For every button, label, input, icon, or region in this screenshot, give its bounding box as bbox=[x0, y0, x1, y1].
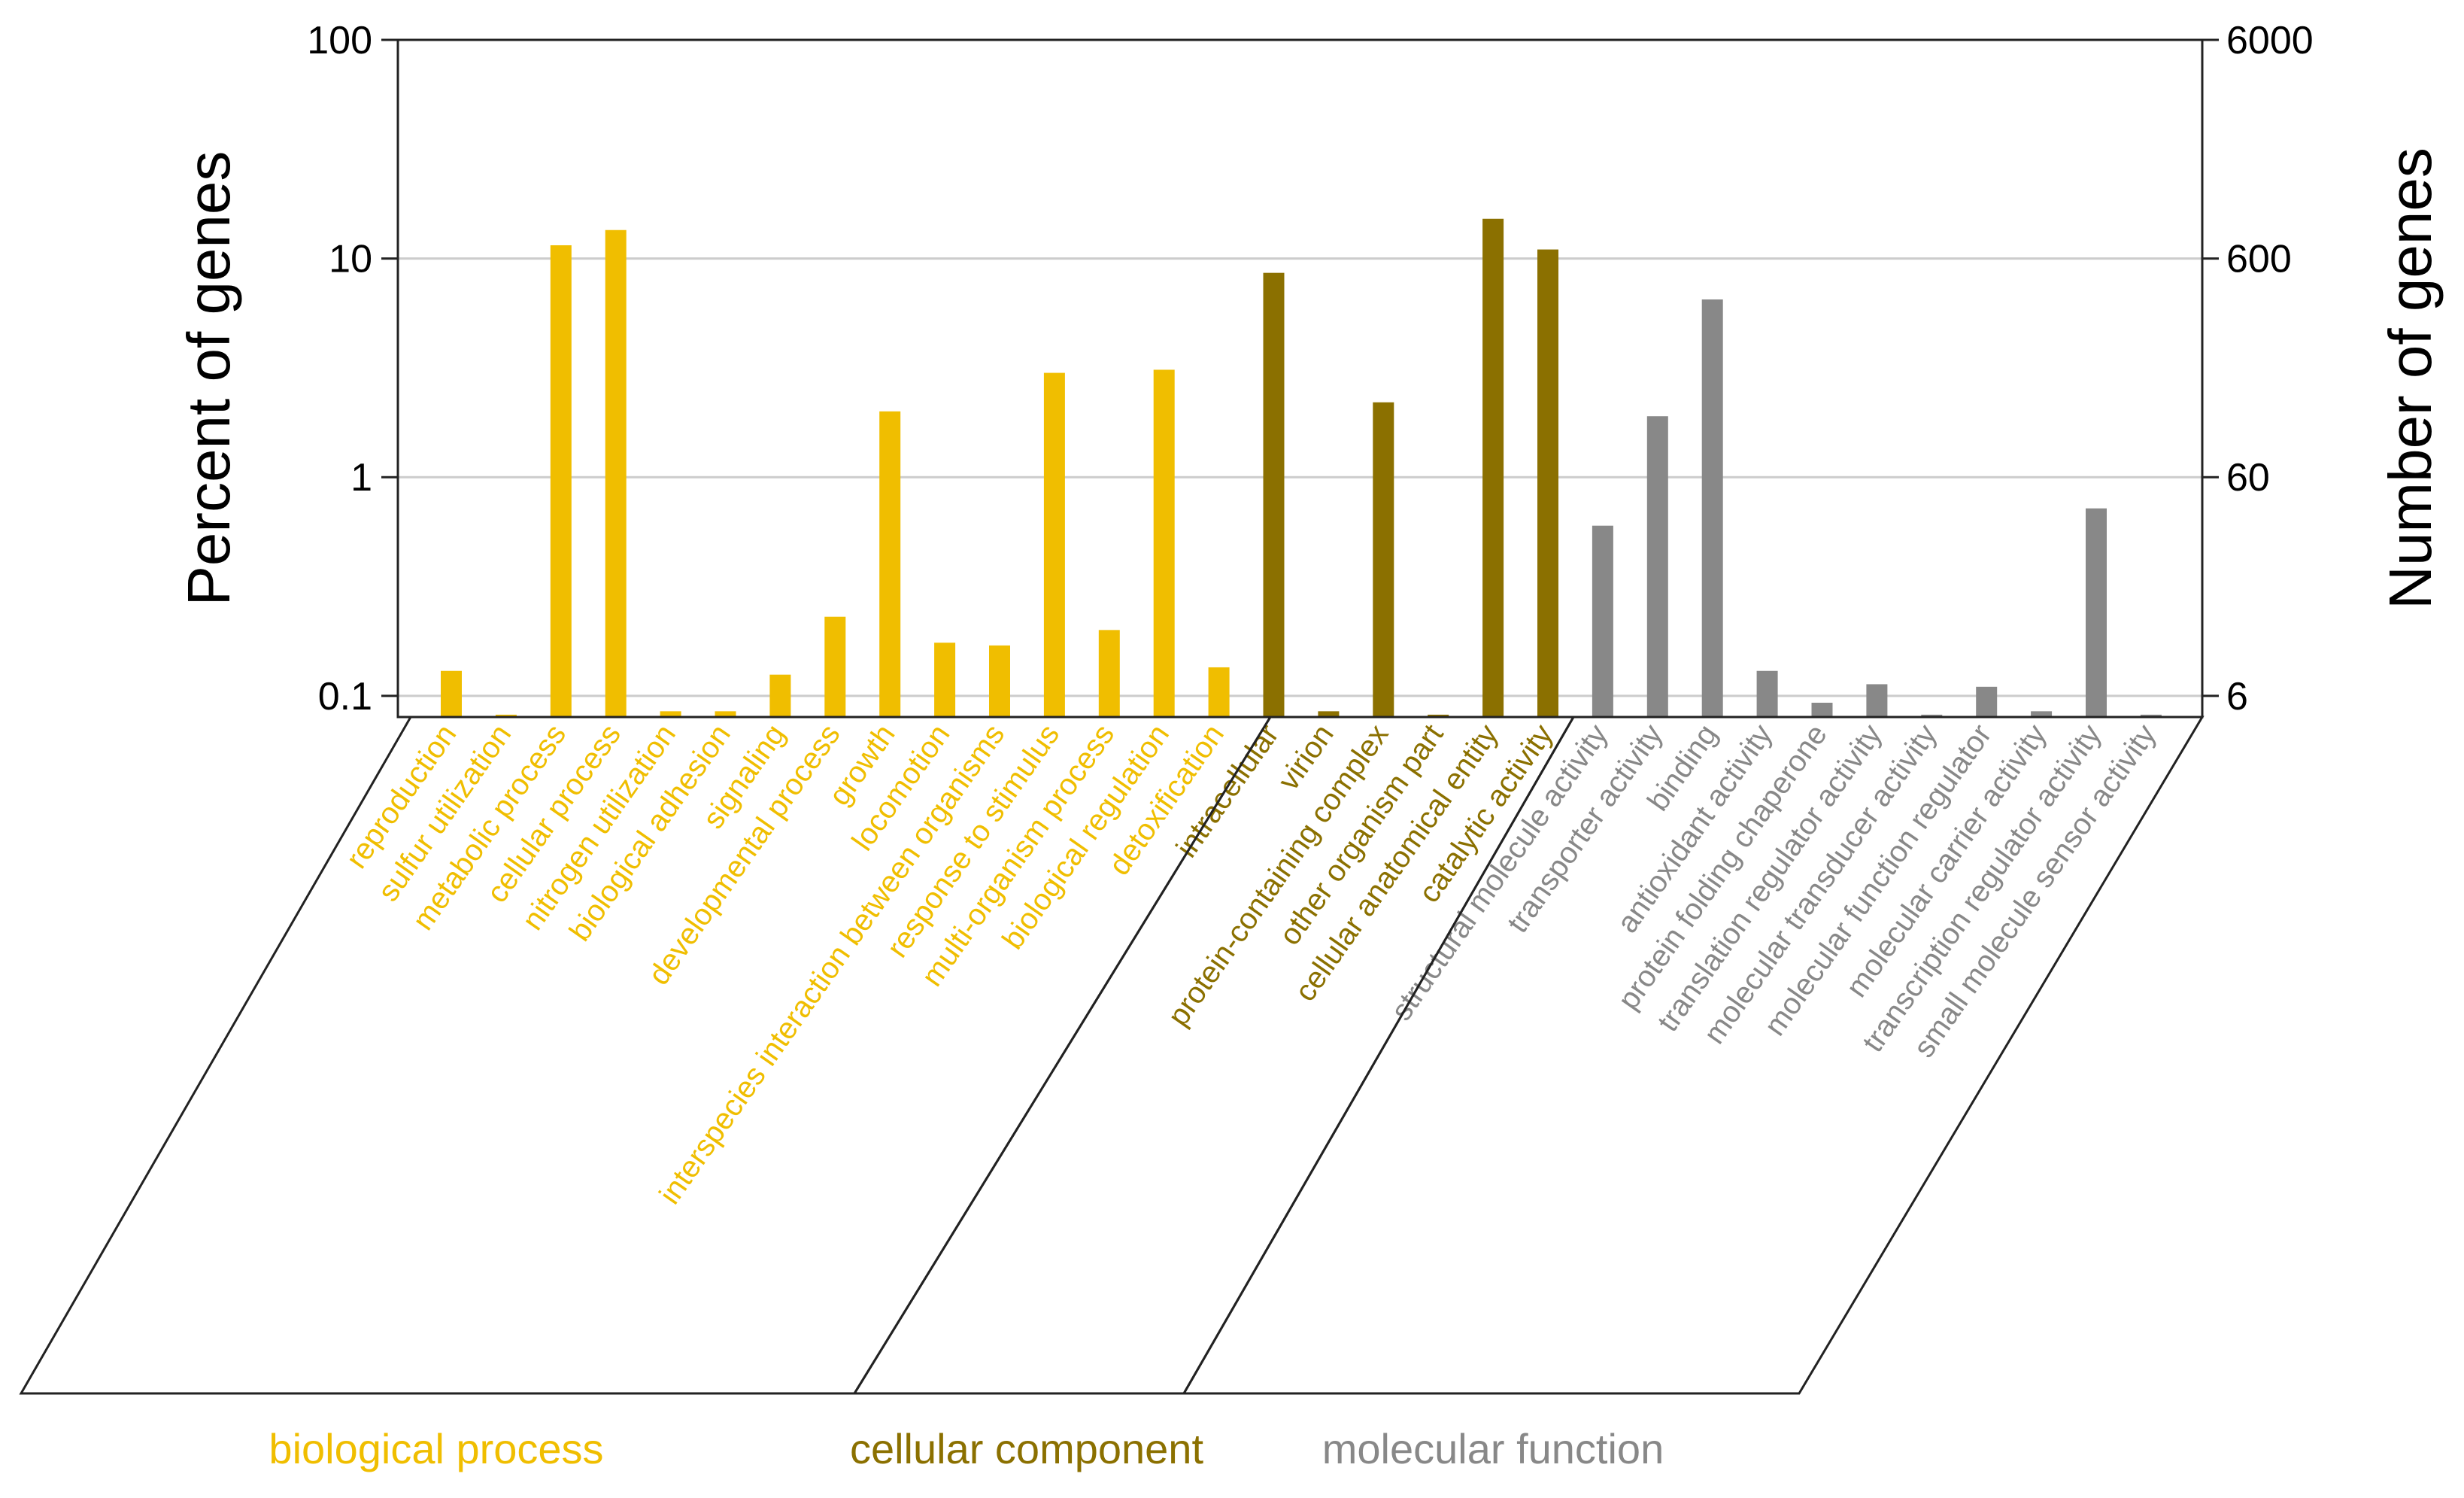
bar bbox=[1373, 402, 1394, 717]
y-axis-right-title: Number of genes bbox=[2377, 147, 2444, 609]
category-panel bbox=[1182, 716, 2205, 1395]
group-label-biological-process: biological process bbox=[269, 1425, 603, 1472]
group-labels: biological process cellular component mole… bbox=[269, 1425, 1664, 1472]
bar bbox=[934, 643, 956, 717]
right-tick-label: 60 bbox=[2226, 456, 2270, 500]
bar bbox=[495, 714, 517, 717]
bar bbox=[1866, 684, 1888, 717]
bar bbox=[550, 245, 572, 717]
bar bbox=[1318, 711, 1340, 717]
right-tick-label: 6000 bbox=[2226, 19, 2314, 62]
left-tick-label: 1 bbox=[350, 456, 372, 500]
bar bbox=[769, 674, 791, 717]
bar bbox=[1482, 218, 1504, 718]
bar bbox=[1043, 372, 1065, 717]
bar bbox=[1098, 630, 1120, 717]
right-axis: 6 60 600 6000 bbox=[2202, 19, 2314, 719]
bar bbox=[1428, 714, 1449, 717]
left-axis: 0.1 1 10 100 bbox=[307, 19, 398, 719]
right-tick-label: 600 bbox=[2226, 238, 2292, 281]
plot-frame bbox=[396, 38, 2204, 719]
y-axis-left-title: Percent of genes bbox=[175, 151, 242, 606]
left-tick-label: 100 bbox=[307, 19, 372, 62]
group-label-cellular-component: cellular component bbox=[850, 1425, 1203, 1472]
bar bbox=[660, 711, 681, 717]
group-label-molecular-function: molecular function bbox=[1322, 1425, 1664, 1472]
bar bbox=[2140, 714, 2162, 717]
bar bbox=[824, 616, 846, 717]
bar bbox=[1153, 369, 1175, 717]
left-tick-label: 0.1 bbox=[318, 675, 372, 719]
bars bbox=[441, 218, 2162, 718]
left-tick-label: 10 bbox=[329, 238, 372, 281]
bar bbox=[605, 229, 627, 717]
bar bbox=[1592, 525, 1613, 717]
bar bbox=[1921, 714, 1943, 717]
bar bbox=[1537, 249, 1558, 718]
bar bbox=[989, 645, 1010, 717]
bar bbox=[2031, 711, 2053, 717]
gridlines bbox=[398, 257, 2202, 697]
bar bbox=[1756, 670, 1778, 717]
bar bbox=[1701, 299, 1723, 717]
bar bbox=[879, 411, 901, 717]
bar bbox=[441, 670, 462, 717]
bar bbox=[1976, 686, 1998, 717]
bar bbox=[715, 711, 736, 717]
bar bbox=[1811, 702, 1833, 717]
right-tick-label: 6 bbox=[2226, 675, 2248, 719]
bar bbox=[1646, 416, 1668, 717]
category-panels bbox=[19, 716, 2205, 1395]
bar bbox=[1263, 272, 1285, 717]
bar bbox=[2086, 508, 2107, 717]
bar bbox=[1208, 667, 1230, 717]
